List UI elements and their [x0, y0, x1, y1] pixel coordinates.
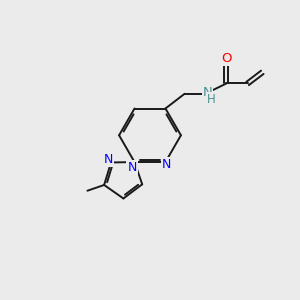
Text: N: N — [103, 153, 113, 166]
Text: H: H — [207, 93, 216, 106]
Text: N: N — [162, 158, 172, 171]
Text: N: N — [128, 161, 137, 174]
Text: O: O — [221, 52, 232, 65]
Text: N: N — [203, 86, 212, 99]
